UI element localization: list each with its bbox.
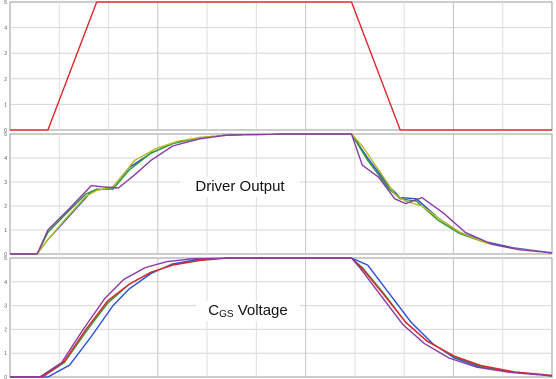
y-tick-label: 3	[4, 304, 7, 310]
y-tick-label: 1	[4, 228, 7, 234]
y-tick-label: 3	[4, 51, 7, 57]
label-backdrop	[180, 177, 300, 197]
y-tick-label: 4	[4, 26, 7, 32]
y-tick-label: 3	[4, 180, 7, 186]
y-tick-label: 1	[4, 102, 7, 108]
y-tick-label: 1	[4, 351, 7, 357]
label-backdrop	[196, 301, 300, 321]
y-tick-label: 0	[4, 252, 7, 258]
y-tick-label: 2	[4, 327, 7, 333]
y-tick-label: 2	[4, 204, 7, 210]
panel-label: Driver Output	[195, 178, 285, 195]
panel-label: CGS Voltage	[208, 302, 288, 320]
y-tick-label: 4	[4, 156, 7, 162]
panel-1: 0 1 2 3 4 5	[4, 0, 553, 134]
y-tick-label: 2	[4, 77, 7, 83]
y-tick-label: 5	[4, 256, 7, 262]
series-line-4	[10, 257, 553, 378]
y-tick-label: 0	[4, 128, 7, 134]
y-tick-label: 5	[4, 132, 7, 138]
y-tick-label: 0	[4, 375, 7, 379]
y-tick-label: 5	[4, 0, 7, 6]
panel-2: 0 1 2 3 4 5 Driver Output	[4, 132, 553, 258]
panel-frame	[9, 1, 553, 131]
series-line-4	[10, 133, 553, 255]
y-tick-label: 4	[4, 280, 7, 286]
series-line-1	[10, 1, 552, 131]
panel-3: 0 1 2 3 4 5 CGS Voltage	[4, 256, 553, 379]
